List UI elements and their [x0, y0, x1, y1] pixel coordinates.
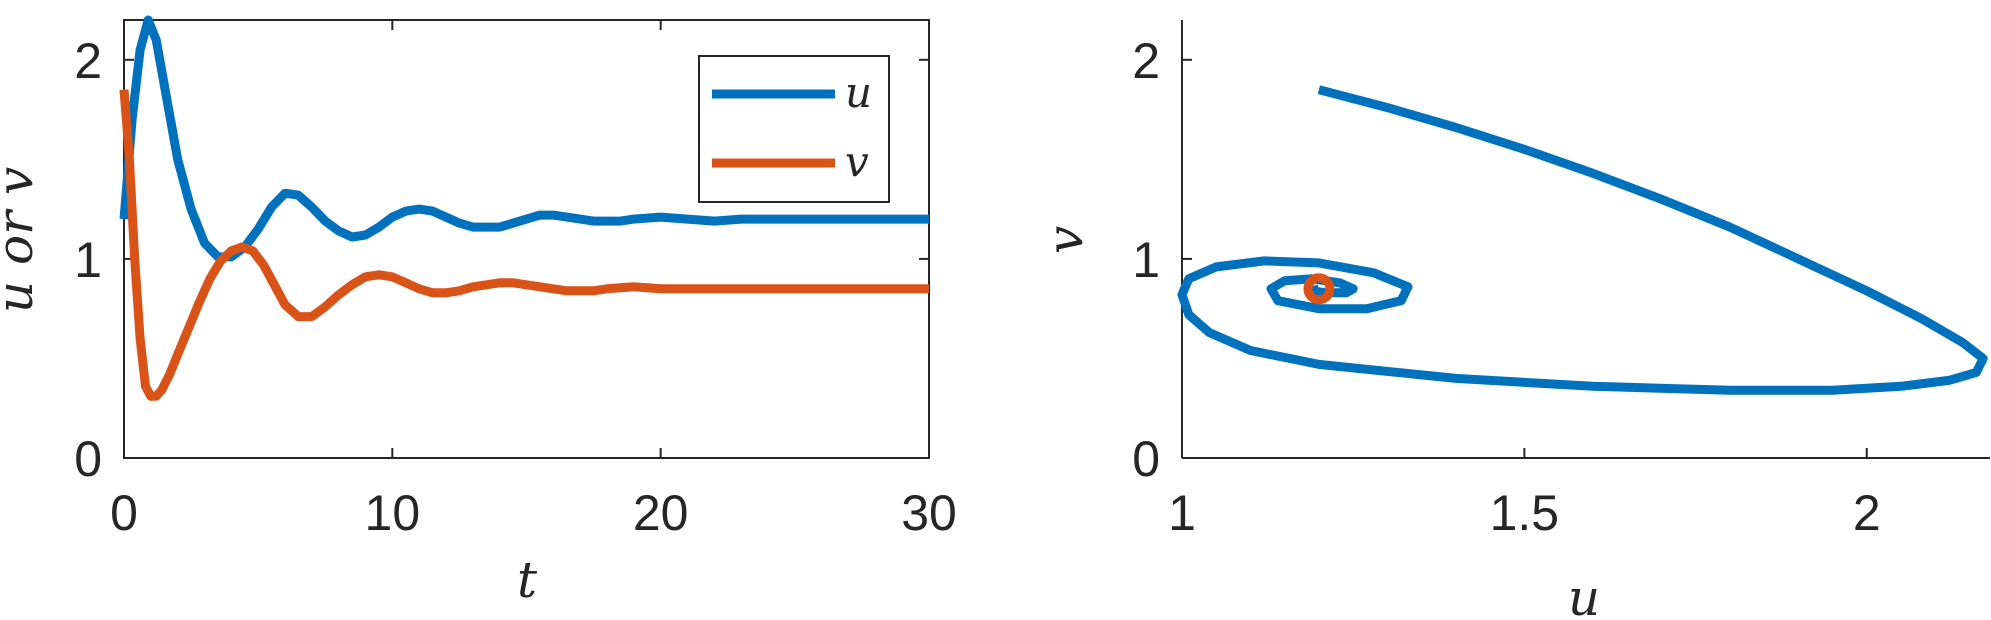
left-series	[119, 15, 929, 401]
right-x-tick-label: 2	[1853, 485, 1881, 541]
right-y-tick-label: 2	[1132, 33, 1160, 89]
legend: u v	[698, 55, 890, 203]
left-x-tick-label: 10	[365, 485, 421, 541]
left-x-tick-label: 0	[110, 485, 138, 541]
right-x-axis-label: u	[1568, 569, 1600, 620]
series-line-v	[119, 89, 929, 401]
panel-time-series: 0 10 20 30 0 1 2 t u or v u v	[0, 15, 957, 609]
left-y-tick-label: 2	[74, 33, 102, 89]
left-x-axis-label: t	[517, 551, 538, 609]
left-y-tick-label: 0	[74, 431, 102, 487]
right-series	[1177, 85, 1988, 395]
right-x-tick-label: 1.5	[1490, 485, 1560, 541]
equilibrium-point-marker	[1303, 273, 1335, 305]
legend-u-label: u	[845, 68, 872, 117]
phase-trajectory-line	[1177, 85, 1988, 395]
series-line-u	[119, 15, 929, 262]
left-x-tick-label: 20	[633, 485, 689, 541]
left-x-tick-label: 30	[901, 485, 957, 541]
left-y-axis-label: u or v	[0, 167, 44, 313]
legend-v-label: v	[845, 137, 869, 186]
left-plot-frame	[123, 19, 930, 459]
legend-box	[698, 55, 890, 203]
right-y-axis-label: v	[1036, 226, 1094, 254]
right-y-tick-label: 1	[1132, 232, 1160, 288]
left-ticks: 0 10 20 30 0 1 2	[74, 20, 957, 541]
left-y-tick-label: 1	[74, 232, 102, 288]
right-x-tick-label: 1	[1168, 485, 1196, 541]
right-y-tick-label: 0	[1132, 431, 1160, 487]
